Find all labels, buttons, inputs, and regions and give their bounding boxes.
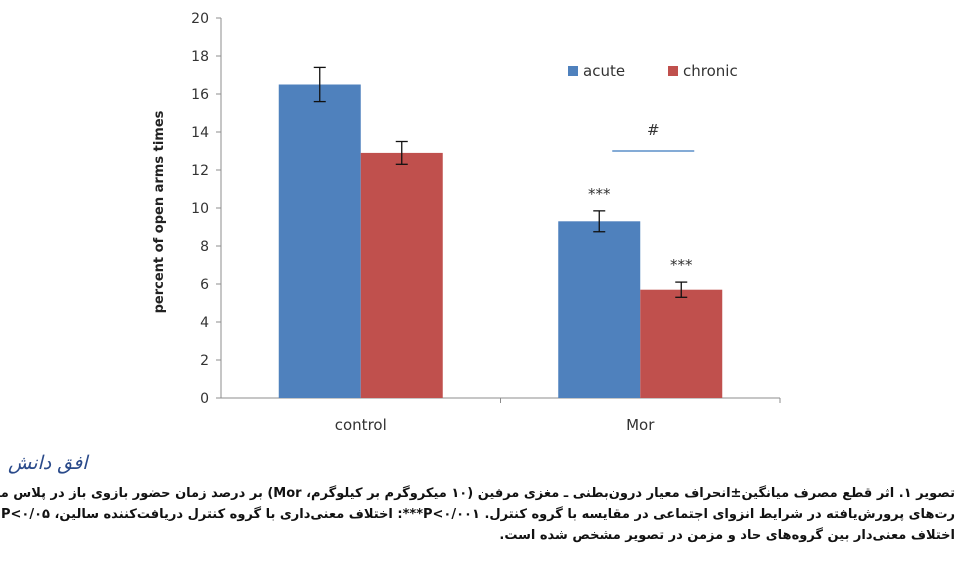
x-tick-labels: control Mor bbox=[335, 416, 655, 434]
x-tick-label: Mor bbox=[626, 416, 655, 434]
y-tick-label: 8 bbox=[200, 239, 209, 255]
significance-marker-between-groups: # bbox=[647, 121, 660, 139]
y-tick-label: 20 bbox=[191, 11, 209, 27]
bar-chronic-Mor bbox=[640, 289, 723, 398]
caption-line: رت‌های پرورش‌یافته در شرایط انزوای اجتما… bbox=[0, 507, 955, 522]
y-tick-label: 16 bbox=[191, 87, 209, 103]
y-tick-label: 12 bbox=[191, 163, 209, 179]
bar-chronic-control bbox=[360, 152, 443, 398]
logo: افق دانش bbox=[8, 452, 88, 474]
chart-bars bbox=[278, 84, 723, 398]
bar-acute-control bbox=[278, 84, 361, 398]
y-axis-label: percent of open arms times bbox=[152, 110, 167, 313]
legend-swatch-acute bbox=[568, 66, 578, 76]
error-bars bbox=[313, 66, 688, 298]
bar-acute-Mor bbox=[558, 221, 641, 398]
y-tick-labels: 0 2 4 6 8 10 12 14 16 18 20 bbox=[191, 11, 209, 407]
caption-line: تصویر ۱. اثر قطع مصرف میانگین±انحراف معی… bbox=[0, 486, 955, 501]
significance-marker-chronic: *** bbox=[670, 256, 693, 274]
y-tick-label: 18 bbox=[191, 49, 209, 65]
y-tick-label: 0 bbox=[200, 391, 209, 407]
bar-chart: 0 2 4 6 8 10 12 14 16 18 20 percent of open arms t… bbox=[152, 11, 781, 434]
caption-line: اختلاف معنی‌دار بین گروه‌های حاد و مزمن … bbox=[499, 528, 955, 543]
legend-swatch-chronic bbox=[668, 66, 678, 76]
y-tick-label: 4 bbox=[200, 315, 209, 331]
y-tick-label: 14 bbox=[191, 125, 209, 141]
legend: acute chronic bbox=[568, 62, 738, 80]
significance-marker-acute: *** bbox=[588, 185, 611, 203]
figure-caption: تصویر ۱. اثر قطع مصرف میانگین±انحراف معی… bbox=[0, 483, 955, 546]
y-tick-label: 2 bbox=[200, 353, 209, 369]
legend-label-acute: acute bbox=[583, 62, 625, 80]
legend-label-chronic: chronic bbox=[683, 62, 738, 80]
x-tick-label: control bbox=[335, 416, 387, 434]
y-tick-label: 10 bbox=[191, 201, 209, 217]
y-tick-label: 6 bbox=[200, 277, 209, 293]
